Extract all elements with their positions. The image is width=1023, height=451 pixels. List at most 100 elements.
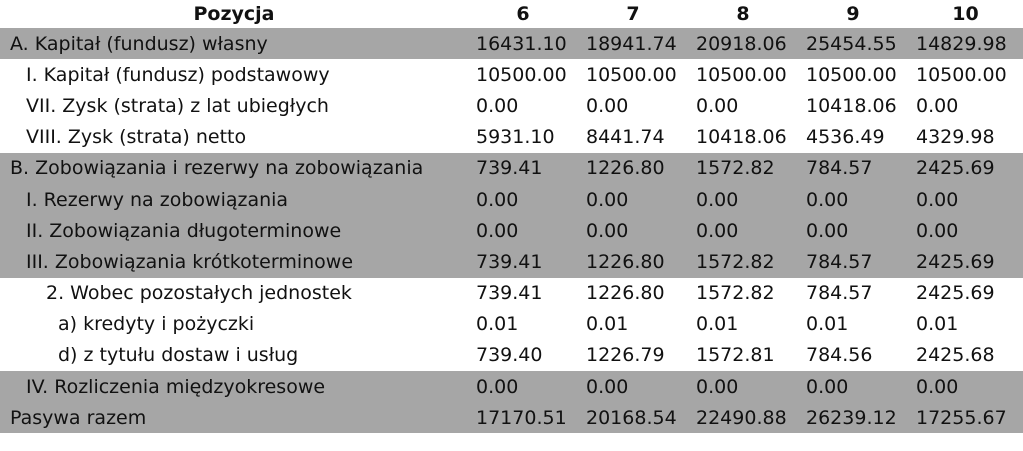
- header-col-6: 6: [516, 3, 530, 25]
- header-col-8: 8: [736, 3, 750, 25]
- cell-col-6: 739.41: [468, 152, 578, 184]
- cell-col-9: 784.57: [806, 282, 873, 305]
- header-col-7: 7: [626, 3, 640, 25]
- cell-col-7: 18941.74: [578, 28, 688, 60]
- cell-col-10: 2425.69: [908, 246, 1023, 278]
- cell-col-8: 0.01: [696, 313, 739, 336]
- cell-col-6: 16431.10: [468, 28, 578, 60]
- cell-col-10: 0.00: [908, 183, 1023, 216]
- table-row: IV. Rozliczenia międzyokresowe 0.00 0.00 0.…: [0, 371, 1023, 403]
- table-row: III. Zobowiązania krótkoterminowe 739.41 1…: [0, 246, 1023, 278]
- cell-col-8: 22490.88: [688, 402, 798, 434]
- row-label: d) z tytułu dostaw i usług: [58, 344, 299, 367]
- cell-col-6: 5931.10: [476, 126, 555, 149]
- cell-col-7: 10500.00: [586, 63, 677, 86]
- row-label: a) kredyty i pożyczki: [58, 313, 255, 336]
- table-row: I. Kapitał (fundusz) podstawowy 10500.00 1…: [0, 59, 1023, 90]
- cell-col-10: 0.00: [908, 215, 1023, 247]
- cell-col-10: 0.00: [908, 371, 1023, 403]
- cell-col-9: 4536.49: [806, 126, 885, 149]
- cell-col-6: 739.41: [468, 246, 578, 278]
- table-row: d) z tytułu dostaw i usług 739.40 1226.79 1…: [0, 340, 1023, 371]
- cell-col-9: 10418.06: [806, 94, 897, 117]
- header-position: Pozycja: [193, 3, 275, 25]
- table-row: a) kredyty i pożyczki 0.01 0.01 0.01 0.01 0.0…: [0, 309, 1023, 340]
- cell-col-10: 17255.67: [908, 402, 1023, 434]
- cell-col-9: 0.00: [798, 215, 908, 247]
- table-row: VIII. Zysk (strata) netto 5931.10 8441.74 1…: [0, 122, 1023, 153]
- cell-col-9: 784.57: [798, 152, 908, 184]
- row-label: Pasywa razem: [0, 402, 468, 434]
- cell-col-9: 10500.00: [806, 63, 897, 86]
- cell-col-7: 0.00: [578, 183, 688, 216]
- cell-col-10: 0.01: [916, 313, 959, 336]
- cell-col-7: 20168.54: [578, 402, 688, 434]
- row-label: VII. Zysk (strata) z lat ubiegłych: [26, 94, 329, 117]
- row-label: I. Kapitał (fundusz) podstawowy: [26, 63, 330, 86]
- cell-col-6: 17170.51: [468, 402, 578, 434]
- cell-col-6: 0.01: [476, 313, 519, 336]
- cell-col-8: 0.00: [688, 215, 798, 247]
- cell-col-9: 784.56: [806, 344, 873, 367]
- cell-col-7: 0.01: [586, 313, 629, 336]
- cell-col-8: 20918.06: [688, 28, 798, 60]
- header-row: Pozycja 6 7 8 9 10: [0, 0, 1023, 28]
- cell-col-8: 10418.06: [696, 126, 787, 149]
- cell-col-8: 0.00: [688, 371, 798, 403]
- cell-col-8: 1572.82: [696, 282, 775, 305]
- row-label: B. Zobowiązania i rezerwy na zobowiązani…: [0, 152, 468, 184]
- cell-col-8: 1572.82: [688, 246, 798, 278]
- cell-col-10: 14829.98: [908, 28, 1023, 60]
- header-col-9: 9: [846, 3, 860, 25]
- table-row: Pasywa razem 17170.51 20168.54 22490.88 2623…: [0, 402, 1023, 434]
- cell-col-10: 2425.69: [908, 152, 1023, 184]
- row-label: I. Rezerwy na zobowiązania: [0, 183, 468, 216]
- cell-col-8: 0.00: [696, 94, 739, 117]
- cell-col-6: 0.00: [468, 183, 578, 216]
- row-label: VIII. Zysk (strata) netto: [26, 126, 247, 149]
- cell-col-6: 739.40: [476, 344, 543, 367]
- row-label: 2. Wobec pozostałych jednostek: [46, 282, 352, 305]
- cell-col-6: 10500.00: [476, 63, 567, 86]
- cell-col-9: 0.00: [798, 371, 908, 403]
- cell-col-6: 0.00: [468, 215, 578, 247]
- cell-col-10: 2425.68: [916, 344, 995, 367]
- table-row: I. Rezerwy na zobowiązania 0.00 0.00 0.00 0.…: [0, 183, 1023, 216]
- cell-col-10: 0.00: [916, 94, 959, 117]
- header-col-10: 10: [952, 3, 979, 25]
- table-row: VII. Zysk (strata) z lat ubiegłych 0.00 0.…: [0, 90, 1023, 121]
- cell-col-6: 0.00: [468, 371, 578, 403]
- cell-col-9: 25454.55: [798, 28, 908, 60]
- balance-sheet-table: Pozycja 6 7 8 9 10 A. Kapitał (fundusz) …: [0, 0, 1023, 434]
- cell-col-10: 4329.98: [916, 126, 995, 149]
- cell-col-7: 0.00: [578, 215, 688, 247]
- cell-col-7: 1226.80: [586, 282, 665, 305]
- cell-col-6: 0.00: [476, 94, 519, 117]
- cell-col-9: 784.57: [798, 246, 908, 278]
- table-row: B. Zobowiązania i rezerwy na zobowiązani…: [0, 152, 1023, 184]
- cell-col-7: 1226.79: [586, 344, 665, 367]
- cell-col-7: 0.00: [586, 94, 629, 117]
- cell-col-9: 26239.12: [798, 402, 908, 434]
- cell-col-8: 0.00: [688, 183, 798, 216]
- table-row: 2. Wobec pozostałych jednostek 739.41 1226…: [0, 278, 1023, 309]
- cell-col-8: 1572.81: [696, 344, 775, 367]
- cell-col-10: 10500.00: [916, 63, 1007, 86]
- row-label: IV. Rozliczenia międzyokresowe: [0, 371, 468, 403]
- table-row: A. Kapitał (fundusz) własny 16431.10 18941…: [0, 28, 1023, 60]
- row-label: III. Zobowiązania krótkoterminowe: [0, 246, 468, 278]
- cell-col-8: 1572.82: [688, 152, 798, 184]
- cell-col-9: 0.00: [798, 183, 908, 216]
- row-label: II. Zobowiązania długoterminowe: [0, 215, 468, 247]
- table-body: A. Kapitał (fundusz) własny 16431.10 18941…: [0, 28, 1023, 434]
- cell-col-9: 0.01: [806, 313, 849, 336]
- cell-col-7: 0.00: [578, 371, 688, 403]
- cell-col-8: 10500.00: [696, 63, 787, 86]
- cell-col-10: 2425.69: [916, 282, 995, 305]
- cell-col-7: 1226.80: [578, 152, 688, 184]
- cell-col-7: 1226.80: [578, 246, 688, 278]
- cell-col-7: 8441.74: [586, 126, 665, 149]
- row-label: A. Kapitał (fundusz) własny: [0, 28, 468, 60]
- table-row: II. Zobowiązania długoterminowe 0.00 0.00 0…: [0, 215, 1023, 247]
- cell-col-6: 739.41: [476, 282, 543, 305]
